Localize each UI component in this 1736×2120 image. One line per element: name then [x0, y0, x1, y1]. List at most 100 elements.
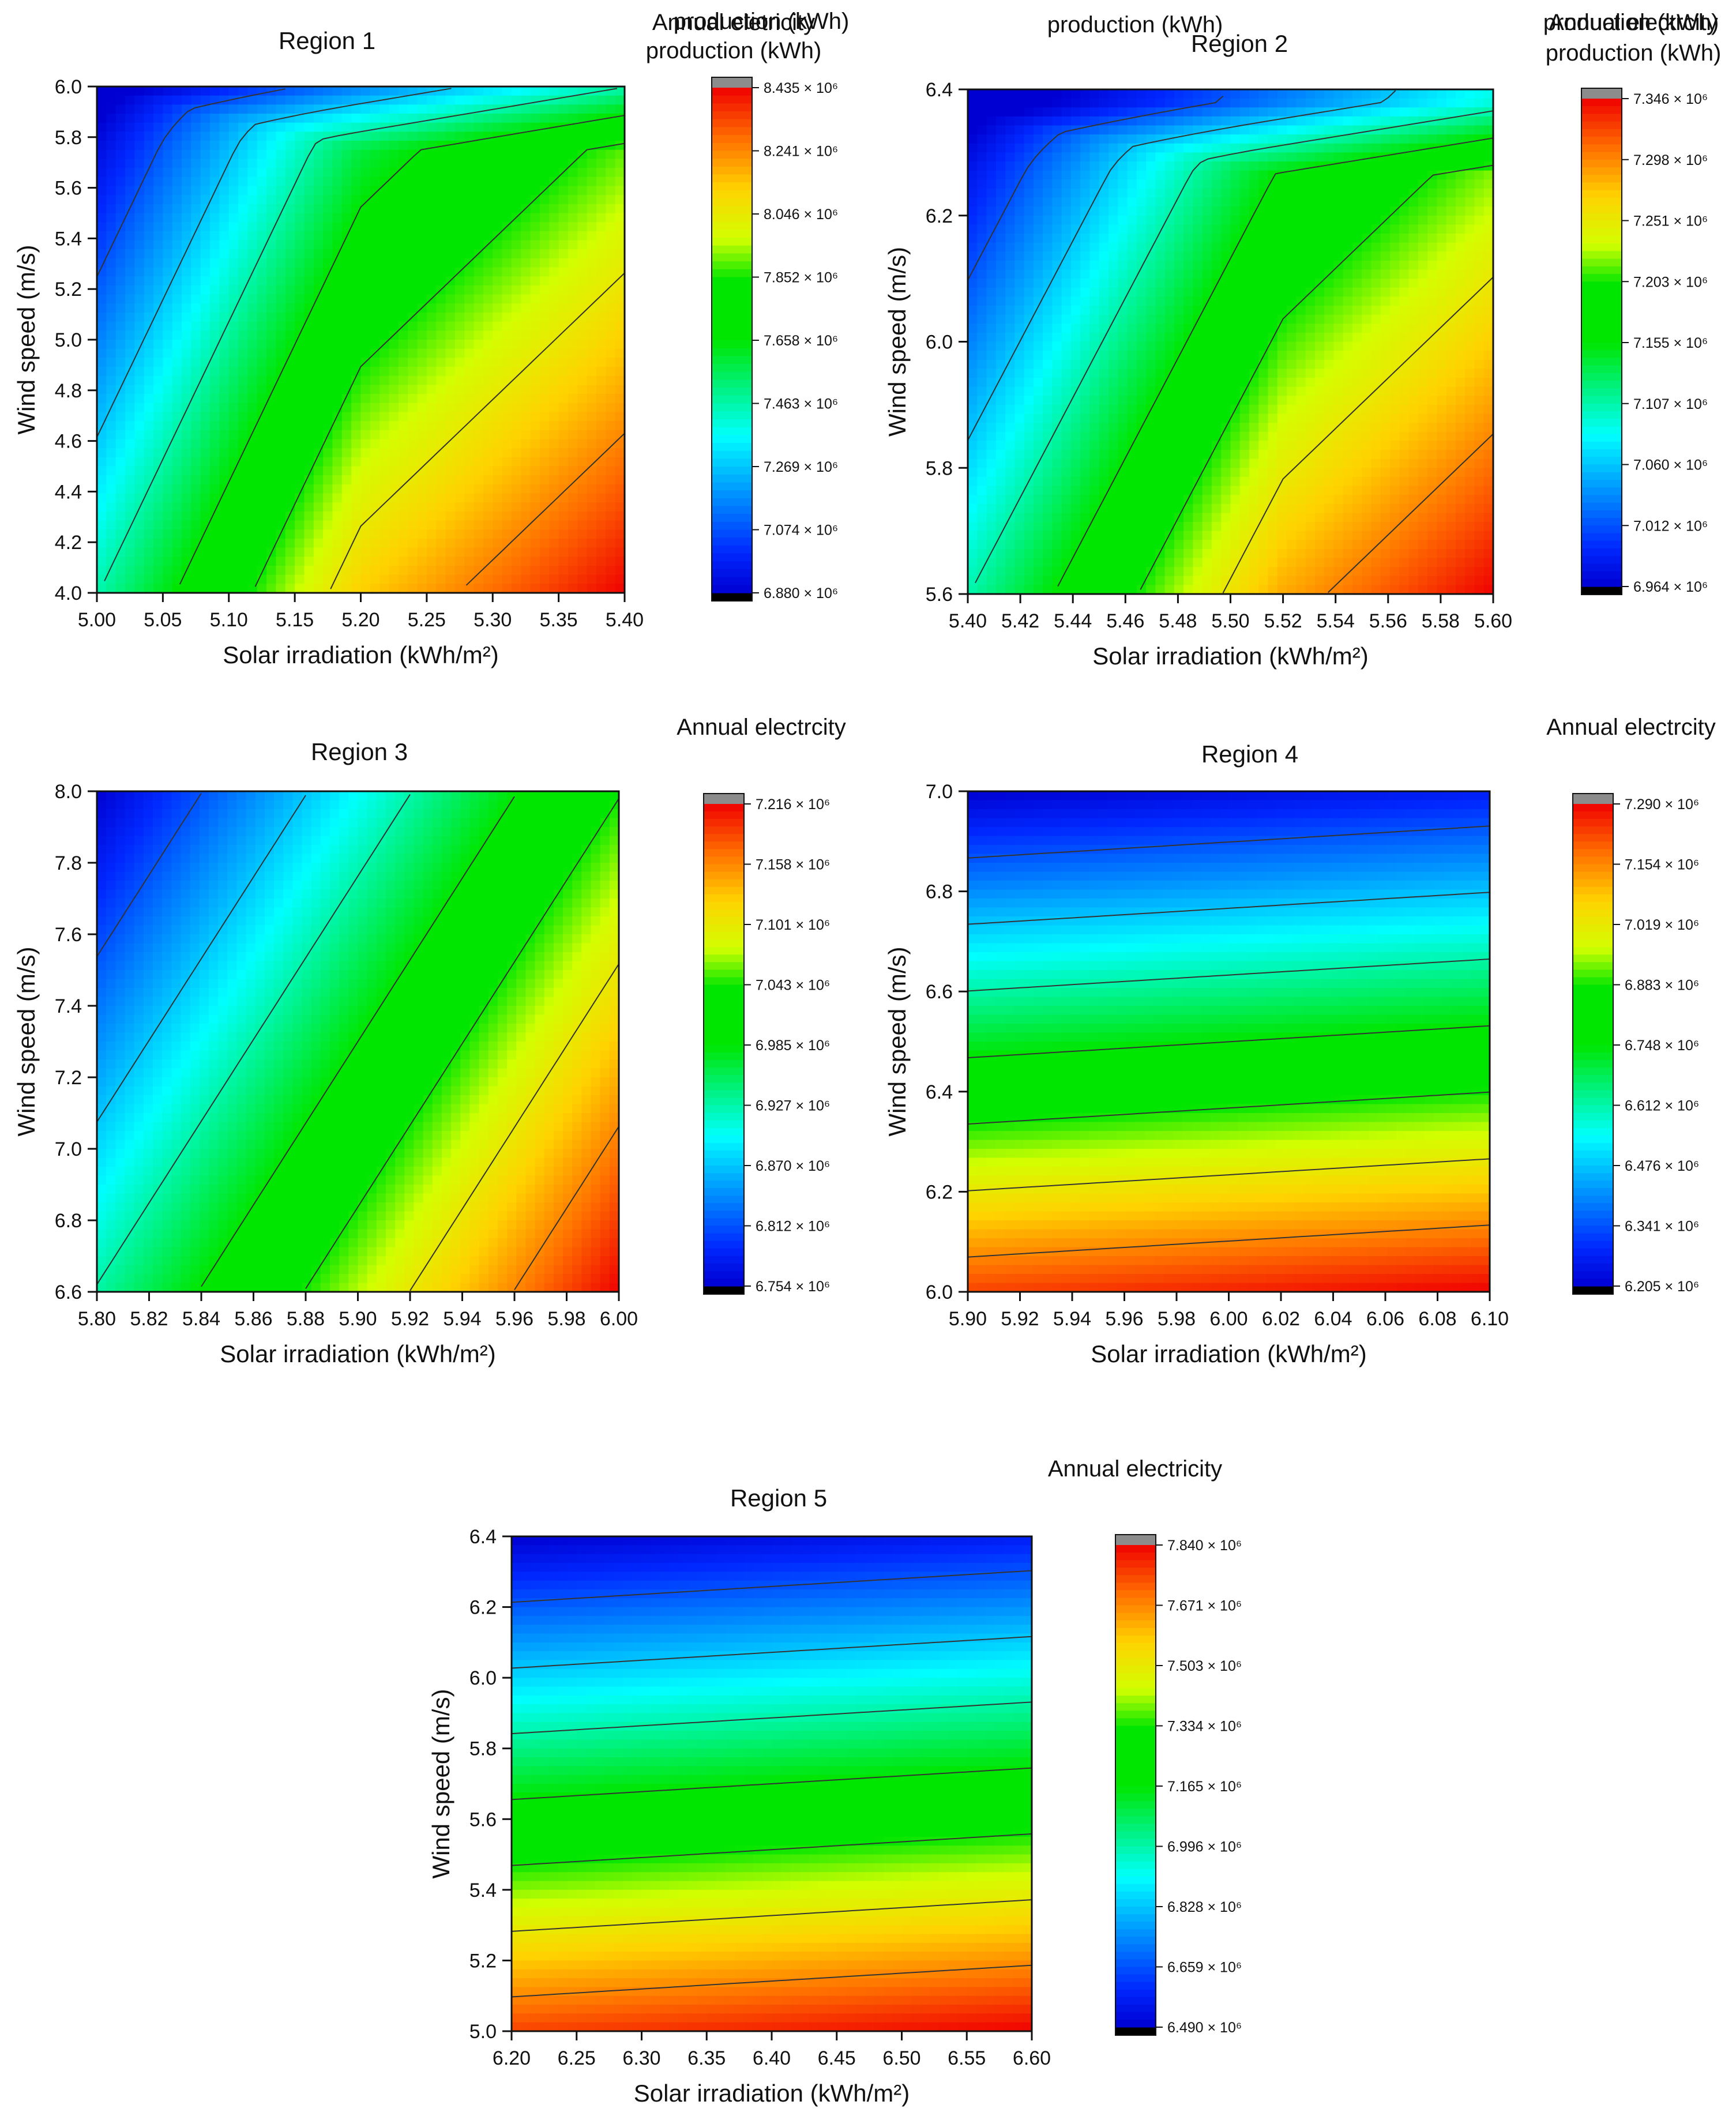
- field-cell: [483, 330, 493, 340]
- field-cell: [511, 403, 521, 413]
- field-cell: [1371, 179, 1381, 189]
- field-cell: [558, 547, 569, 557]
- field-cell: [295, 358, 305, 367]
- field-cell: [153, 285, 163, 295]
- field-cell: [106, 159, 117, 168]
- field-cell: [285, 412, 295, 422]
- field-cell: [474, 276, 484, 286]
- field-cell: [530, 213, 540, 223]
- field-cell: [1211, 351, 1222, 360]
- field-cell: [502, 267, 512, 277]
- field-cell: [464, 511, 475, 521]
- field-cell: [97, 321, 107, 331]
- field-cell: [1446, 152, 1456, 162]
- field-cell: [502, 502, 512, 512]
- field-cell: [1305, 341, 1316, 351]
- field-cell: [474, 484, 484, 494]
- field-cell: [1174, 116, 1184, 126]
- field-cell: [360, 222, 371, 232]
- field-cell: [615, 285, 625, 295]
- field-cell: [1202, 116, 1212, 126]
- field-cell: [1296, 332, 1306, 343]
- field-cell: [1324, 161, 1335, 171]
- field-cell: [539, 104, 550, 114]
- field-cell: [379, 348, 390, 358]
- field-cell: [464, 231, 475, 241]
- field-cell: [200, 394, 211, 404]
- colorbar-tick-label: 8.435 × 10⁶: [764, 80, 838, 96]
- field-cell: [125, 574, 135, 584]
- field-cell: [436, 303, 446, 313]
- field-cell: [313, 222, 324, 232]
- field-cell: [332, 294, 343, 304]
- field-cell: [1483, 89, 1494, 99]
- field-cell: [97, 511, 107, 521]
- field-cell: [191, 321, 201, 331]
- field-cell: [1033, 116, 1043, 126]
- field-cell: [454, 87, 465, 96]
- field-cell: [1174, 314, 1184, 324]
- field-cell: [182, 538, 191, 548]
- field-cell: [257, 520, 267, 530]
- field-cell: [483, 131, 493, 141]
- field-cell: [172, 520, 182, 530]
- field-cell: [1024, 341, 1034, 351]
- field-cell: [238, 222, 249, 232]
- field-cell: [474, 267, 484, 277]
- field-cell: [351, 186, 362, 196]
- field-cell: [1314, 341, 1325, 351]
- field-cell: [389, 276, 399, 286]
- field-cell: [549, 565, 559, 576]
- field-cell: [521, 348, 531, 358]
- field-cell: [228, 412, 239, 422]
- field-cell: [1146, 287, 1156, 297]
- field-cell: [539, 502, 550, 512]
- field-cell: [1399, 125, 1410, 135]
- field-cell: [436, 176, 446, 187]
- field-cell: [1371, 206, 1381, 216]
- field-cell: [549, 493, 559, 503]
- field-cell: [1221, 332, 1231, 343]
- field-cell: [398, 267, 408, 277]
- contour-line-2: [96, 88, 452, 438]
- field-cell: [106, 493, 117, 503]
- field-cell: [615, 330, 625, 340]
- field-cell: [408, 303, 418, 313]
- field-cell: [474, 258, 484, 268]
- field-cell: [426, 412, 437, 422]
- field-cell: [408, 294, 418, 304]
- field-cell: [1268, 324, 1278, 333]
- field-cell: [1333, 125, 1344, 135]
- field-cell: [1202, 332, 1212, 343]
- field-cell: [1164, 324, 1175, 333]
- field-cell: [521, 475, 531, 485]
- field-cell: [1446, 107, 1456, 117]
- field-cell: [1024, 143, 1034, 153]
- field-cell: [1211, 251, 1222, 261]
- field-cell: [172, 87, 182, 96]
- field-cell: [115, 258, 126, 268]
- field-cell: [995, 260, 1006, 270]
- field-cell: [276, 195, 286, 205]
- field-cell: [295, 584, 305, 593]
- field-cell: [539, 511, 550, 521]
- field-cell: [1455, 234, 1466, 243]
- field-cell: [285, 538, 295, 548]
- field-cell: [549, 104, 559, 114]
- field-cell: [977, 215, 987, 225]
- field-cell: [1474, 224, 1485, 234]
- field-cell: [210, 448, 220, 458]
- colorbar-band: [712, 316, 752, 325]
- field-cell: [1118, 116, 1128, 126]
- field-cell: [313, 547, 324, 557]
- field-cell: [276, 204, 286, 214]
- field-cell: [587, 430, 597, 440]
- field-cell: [134, 538, 145, 548]
- field-cell: [977, 287, 987, 297]
- field-cell: [464, 403, 475, 413]
- field-cell: [228, 149, 239, 160]
- field-cell: [1258, 152, 1269, 162]
- field-cell: [304, 249, 314, 259]
- field-cell: [1314, 152, 1325, 162]
- field-cell: [1446, 134, 1456, 144]
